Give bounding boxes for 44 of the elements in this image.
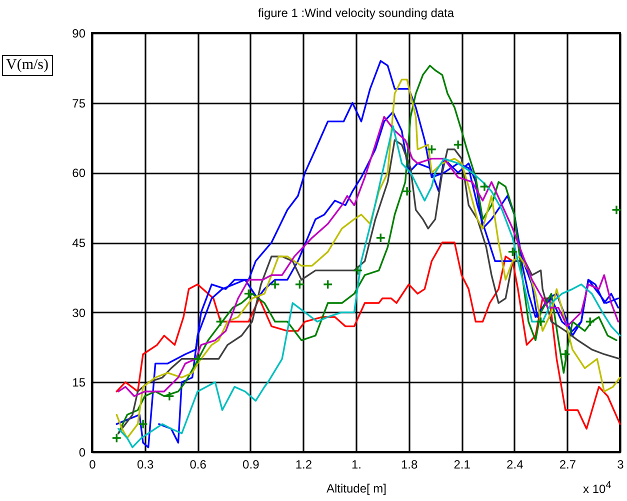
x-tick-label: 0.6 xyxy=(190,458,207,472)
point xyxy=(294,279,305,290)
y-tick-label: 90 xyxy=(72,26,86,40)
line-series xyxy=(118,116,620,397)
point xyxy=(479,182,490,192)
y-tick-label: 0 xyxy=(78,446,86,460)
x-tick-label: 1.8 xyxy=(400,458,418,472)
point xyxy=(322,279,333,290)
x-tick-label: 0.9 xyxy=(242,458,260,472)
point xyxy=(112,433,122,444)
line-series xyxy=(116,242,621,430)
y-tick-label: 60 xyxy=(72,166,86,180)
y-axis-title: V(m/s) xyxy=(2,55,52,76)
x-tick-label: 1.2 xyxy=(295,458,312,472)
point xyxy=(453,140,464,150)
x-tick-label: 2.7 xyxy=(559,458,576,472)
point xyxy=(536,316,546,327)
point xyxy=(192,354,203,364)
x-tick-label: 1. xyxy=(351,458,362,472)
y-tick-label: 30 xyxy=(72,306,86,320)
x-axis-title: Altitude[ m] xyxy=(326,482,387,496)
x-tick-label: 3 xyxy=(617,458,624,472)
x-tick-label: 0 xyxy=(89,458,96,472)
y-tick-label: 15 xyxy=(72,376,86,390)
y-tick-label: 45 xyxy=(72,236,86,250)
point xyxy=(215,316,226,327)
point xyxy=(426,144,437,154)
point xyxy=(508,246,518,257)
point xyxy=(560,349,570,360)
point xyxy=(611,204,622,215)
point xyxy=(138,419,148,430)
point xyxy=(164,391,174,402)
x-tick-label: 0.3 xyxy=(136,458,154,472)
point xyxy=(402,186,412,196)
point xyxy=(352,265,363,276)
point xyxy=(376,232,386,243)
x-tick-label: 2.1 xyxy=(454,458,471,472)
point xyxy=(244,288,254,299)
text: x 10$^{4}$ xyxy=(583,480,612,496)
chart-title: figure 1 :Wind velocity sounding data xyxy=(258,6,454,20)
point xyxy=(585,316,596,327)
point xyxy=(270,279,280,290)
x-tick-label: 2.4 xyxy=(506,458,524,472)
y-tick-label: 75 xyxy=(72,96,86,110)
